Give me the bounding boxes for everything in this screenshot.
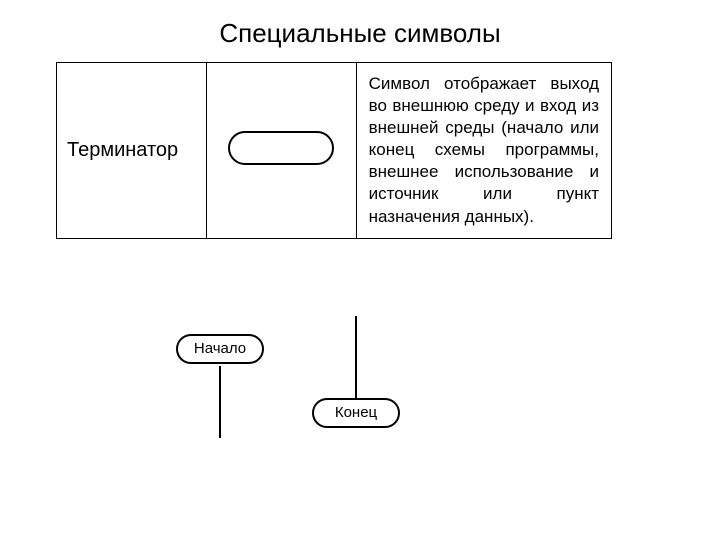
terminator-start-node: Начало	[176, 334, 264, 364]
table-row: Терминатор Символ отображает выход во вн…	[57, 63, 612, 239]
terminator-end-node: Конец	[312, 398, 400, 428]
page: Специальные символы Терминатор Символ от…	[0, 0, 720, 540]
flow-line-into-end	[355, 316, 357, 398]
page-title: Специальные символы	[0, 18, 720, 49]
symbols-table: Терминатор Символ отображает выход во вн…	[56, 62, 612, 239]
terminator-icon	[228, 131, 334, 165]
cell-symbol-description: Символ отображает выход во внешнюю среду…	[356, 63, 611, 239]
flow-line-from-start	[219, 366, 221, 438]
cell-symbol-graphic	[206, 63, 356, 239]
cell-symbol-name: Терминатор	[57, 63, 207, 239]
